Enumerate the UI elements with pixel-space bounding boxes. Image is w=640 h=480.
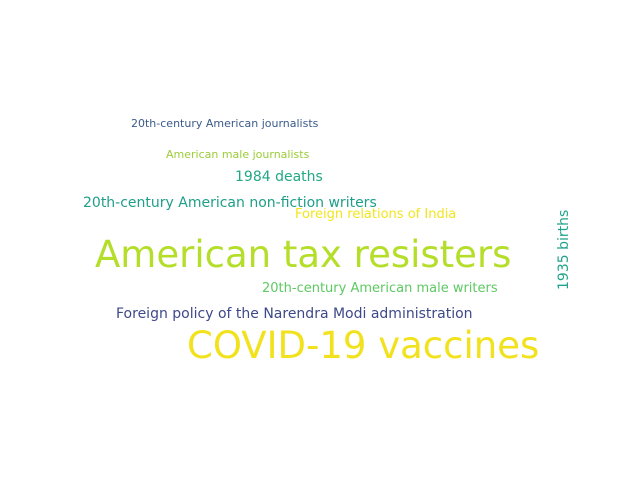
word-1935-births: 1935 births: [556, 209, 572, 290]
word-1984-deaths: 1984 deaths: [235, 169, 323, 185]
word-american-tax-resisters: American tax resisters: [95, 233, 512, 276]
word-foreign-policy-of-the-narendra-modi-administration: Foreign policy of the Narendra Modi admi…: [116, 306, 473, 322]
word-american-male-journalists: American male journalists: [166, 148, 310, 161]
word-covid-19-vaccines: COVID-19 vaccines: [187, 324, 540, 367]
word-20th-century-american-non-fiction-writers: 20th-century American non-fiction writer…: [83, 195, 377, 211]
word-20th-century-american-male-writers: 20th-century American male writers: [262, 281, 498, 296]
word-20th-century-american-journalists: 20th-century American journalists: [131, 117, 319, 130]
word-foreign-relations-of-india: Foreign relations of India: [295, 207, 457, 222]
